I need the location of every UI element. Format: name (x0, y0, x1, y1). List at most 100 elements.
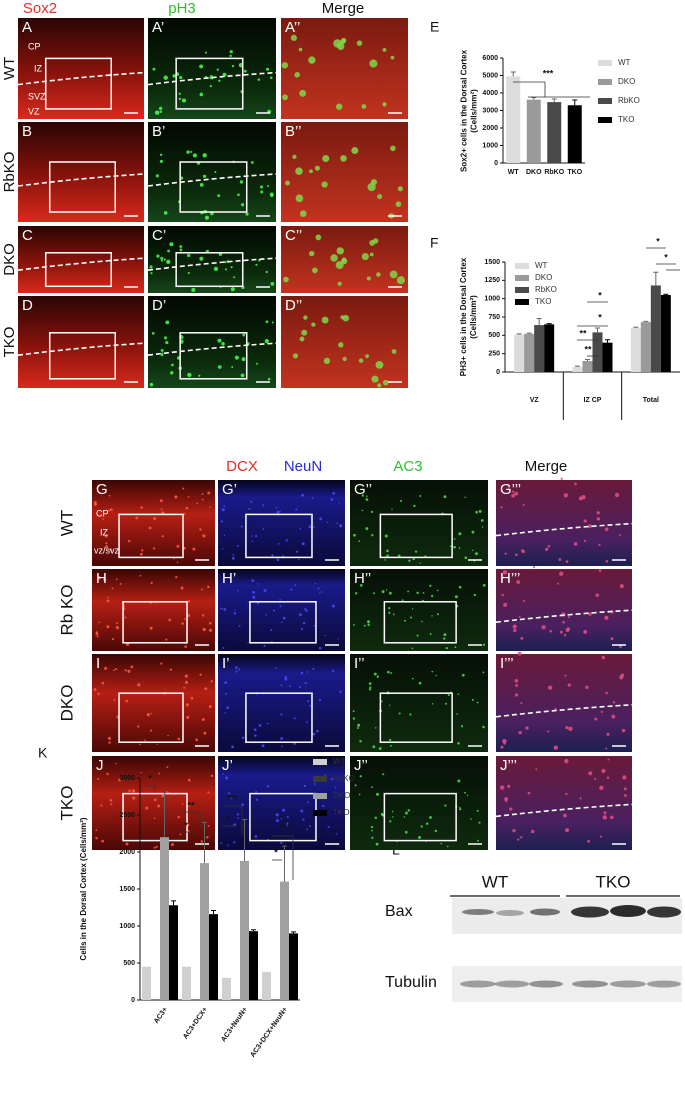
micrograph-dot (163, 258, 166, 261)
micrograph-dot (473, 593, 477, 597)
micrograph-dot (156, 743, 158, 746)
micrograph-dot (299, 336, 305, 342)
panel-letter: I’ (222, 655, 230, 672)
micrograph-dot (444, 804, 447, 807)
micrograph (148, 18, 276, 119)
micrograph-dot (226, 706, 230, 710)
micrograph-dot (233, 276, 236, 279)
micrograph-dot (97, 692, 100, 696)
micrograph-dot (151, 332, 155, 335)
micrograph-dot (501, 593, 504, 597)
micrograph-dot (160, 259, 163, 262)
micrograph-dot (298, 47, 303, 52)
micrograph-dot (523, 599, 526, 602)
micrograph-dot (192, 547, 196, 551)
micrograph-dot (283, 276, 289, 283)
micrograph-dot (163, 336, 168, 340)
micrograph-dot (260, 190, 264, 194)
bar (160, 837, 169, 1000)
micrograph-dot (223, 505, 226, 508)
micrograph-dot (382, 773, 385, 776)
region-label: CP (96, 508, 109, 518)
micrograph-dot (180, 586, 184, 590)
micrograph-dot (240, 373, 245, 378)
micrograph-dot (148, 526, 152, 530)
y-tick-label: 1500 (119, 886, 135, 893)
roi-box (175, 252, 244, 288)
micrograph-dot (579, 797, 582, 800)
micrograph-dot (375, 727, 377, 729)
micrograph-dot (255, 798, 259, 801)
micrograph-dot (499, 785, 505, 790)
legend-label: DKO (618, 77, 635, 86)
micrograph-dot (158, 106, 163, 111)
panel-letter: G’’ (354, 481, 372, 498)
row-label: Rb KO (57, 584, 76, 635)
micrograph-dot (416, 634, 419, 637)
micrograph-dot (456, 713, 458, 715)
micrograph-dot (342, 356, 347, 362)
micrograph-dot (202, 174, 207, 179)
micrograph-dot (152, 67, 156, 71)
micrograph-dot (152, 547, 156, 550)
region-label: IZ (100, 527, 109, 537)
micrograph-dot (366, 276, 371, 281)
panel-letter: H (96, 570, 107, 587)
legend-label: WT (333, 757, 346, 766)
micrograph-dot (391, 508, 393, 511)
micrograph-dot (610, 637, 614, 641)
bar (650, 285, 661, 372)
panel-letter: B (22, 123, 32, 140)
micrograph-dot (331, 604, 335, 608)
micrograph-dot (321, 181, 328, 188)
micrograph-dot (273, 609, 276, 612)
micrograph-dot (447, 694, 450, 697)
micrograph-dot (482, 584, 486, 587)
micrograph-dot (218, 79, 221, 82)
panel-letter: J’ (222, 757, 233, 774)
micrograph-dot (176, 544, 180, 548)
micrograph-dot (401, 599, 404, 602)
micrograph-dot (232, 553, 235, 556)
micrograph-dot (368, 688, 372, 691)
micrograph-dot (565, 726, 569, 730)
micrograph-dot (440, 842, 443, 845)
roi-box (249, 792, 317, 842)
legend-label: RbKO (333, 774, 355, 783)
micrograph-dot (482, 725, 485, 729)
micrograph-dot (370, 825, 374, 829)
micrograph-dot (221, 342, 225, 346)
boundary-line (17, 342, 145, 356)
bar (524, 333, 535, 372)
micrograph-dot (503, 602, 508, 607)
micrograph-dot (107, 596, 109, 599)
micrograph-dot (390, 55, 395, 60)
micrograph-dot (301, 329, 308, 336)
micrograph-dot (371, 786, 373, 788)
error-bar (575, 365, 580, 367)
micrograph-dot (522, 503, 525, 507)
boundary-line (495, 522, 633, 537)
micrograph-dot (453, 545, 456, 549)
panel-letter: F (430, 235, 439, 251)
micrograph-dot (527, 791, 531, 795)
micrograph-dot (365, 527, 369, 530)
micrograph-dot (295, 550, 299, 553)
micrograph-dot (279, 605, 282, 608)
micrograph-dot (224, 681, 228, 685)
micrograph-dot (302, 621, 306, 625)
micrograph-dot (115, 578, 118, 581)
micrograph-dot (309, 825, 311, 828)
micrograph-dot (230, 796, 233, 800)
micrograph-dot (511, 493, 516, 498)
micrograph-dot (289, 685, 292, 688)
column-header: NeuN (284, 458, 322, 475)
micrograph-dot (541, 625, 546, 630)
micrograph-dot (375, 842, 379, 846)
roi-box (383, 601, 457, 644)
micrograph-dot (154, 110, 160, 115)
micrograph-dot (159, 159, 163, 163)
y-tick-label: 0 (494, 160, 498, 167)
column-header: AC3 (393, 458, 422, 475)
micrograph-dot (389, 820, 392, 823)
